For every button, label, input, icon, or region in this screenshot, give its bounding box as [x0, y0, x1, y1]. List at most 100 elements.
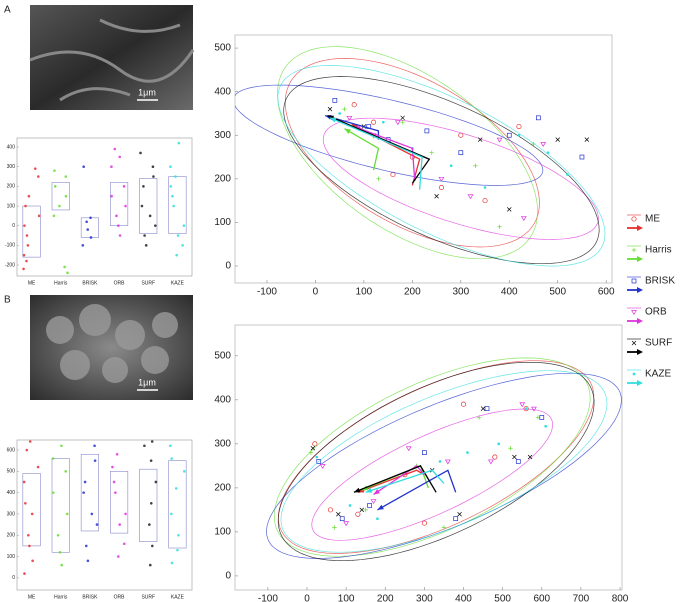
legend-arrowhead	[637, 349, 643, 355]
point	[351, 102, 357, 108]
y-tick-label: 0	[12, 223, 15, 229]
sem-image	[30, 5, 193, 110]
y-tick-label: 0	[225, 571, 231, 582]
y-tick-label: 600	[7, 447, 16, 453]
point	[25, 259, 28, 263]
point	[181, 244, 184, 247]
y-tick-label: -200	[5, 262, 15, 268]
x-tick-label: 300	[416, 594, 433, 602]
point	[177, 533, 180, 537]
point	[421, 520, 427, 526]
x-tick-label: SURF	[141, 594, 155, 600]
point	[359, 507, 365, 513]
point	[81, 244, 85, 247]
point	[308, 450, 314, 455]
point	[27, 194, 31, 198]
arrow-line	[353, 465, 437, 493]
point	[546, 151, 550, 155]
y-tick-label: 100	[7, 203, 16, 209]
point	[117, 555, 120, 558]
ellipse	[278, 360, 595, 554]
sem-image	[30, 295, 193, 400]
plot-frame	[16, 137, 193, 277]
point	[37, 214, 41, 218]
y-tick-label: 500	[214, 350, 231, 361]
point	[140, 204, 144, 208]
point	[86, 228, 90, 231]
point	[319, 464, 326, 469]
x-tick-label: 0	[304, 594, 310, 602]
point	[400, 115, 405, 121]
point	[336, 512, 341, 517]
point	[460, 401, 467, 407]
point	[480, 406, 486, 411]
point	[122, 542, 126, 546]
point	[60, 563, 63, 567]
panel-label: A	[4, 5, 11, 16]
y-tick-label: 500	[7, 469, 16, 475]
y-tick-label: 100	[214, 217, 231, 228]
scale-bar-label: 1μm	[138, 87, 156, 97]
point	[631, 340, 637, 346]
x-tick-label: 100	[338, 594, 355, 602]
point	[65, 512, 69, 516]
point	[170, 512, 173, 516]
point	[85, 220, 88, 224]
ellipse	[280, 370, 608, 553]
point	[52, 214, 56, 218]
ellipse	[277, 65, 606, 267]
point	[24, 204, 27, 208]
point	[58, 550, 62, 554]
arrowhead	[353, 487, 361, 493]
point	[441, 525, 447, 530]
point	[149, 459, 153, 462]
point	[171, 194, 174, 198]
point	[118, 234, 122, 237]
point	[405, 446, 412, 452]
box	[22, 205, 41, 258]
point	[355, 511, 361, 517]
point	[111, 465, 114, 469]
point	[516, 123, 522, 130]
point	[310, 446, 316, 451]
point	[631, 216, 637, 222]
arrowhead	[365, 488, 373, 493]
box	[22, 473, 41, 547]
point	[544, 424, 548, 428]
x-tick-label: ME	[28, 280, 36, 286]
point	[26, 244, 30, 247]
point	[117, 224, 120, 227]
point	[367, 503, 372, 508]
point	[22, 267, 25, 271]
point	[122, 185, 126, 188]
y-tick-label: 400	[7, 144, 16, 150]
point	[124, 512, 127, 516]
point	[118, 523, 121, 526]
point	[58, 204, 61, 208]
point	[506, 132, 512, 138]
point	[507, 207, 512, 212]
point	[113, 147, 117, 151]
point	[115, 214, 118, 218]
point	[53, 169, 56, 172]
y-tick-label: -100	[5, 243, 15, 249]
point	[477, 137, 483, 142]
point	[148, 523, 151, 526]
arrow-line	[377, 469, 457, 511]
plot-frame	[234, 34, 613, 284]
arrow-line	[344, 128, 380, 171]
y-tick-label: 300	[7, 164, 16, 170]
point	[327, 106, 333, 112]
legend-label: ORB	[645, 307, 667, 318]
plot-frame	[16, 439, 193, 591]
point	[150, 440, 154, 443]
point	[28, 544, 31, 548]
legend-label: ME	[645, 214, 660, 225]
point	[512, 454, 517, 460]
x-tick-label: 100	[356, 287, 373, 298]
plot-area	[266, 357, 622, 562]
x-tick-label: 200	[377, 594, 394, 602]
point	[631, 310, 637, 315]
